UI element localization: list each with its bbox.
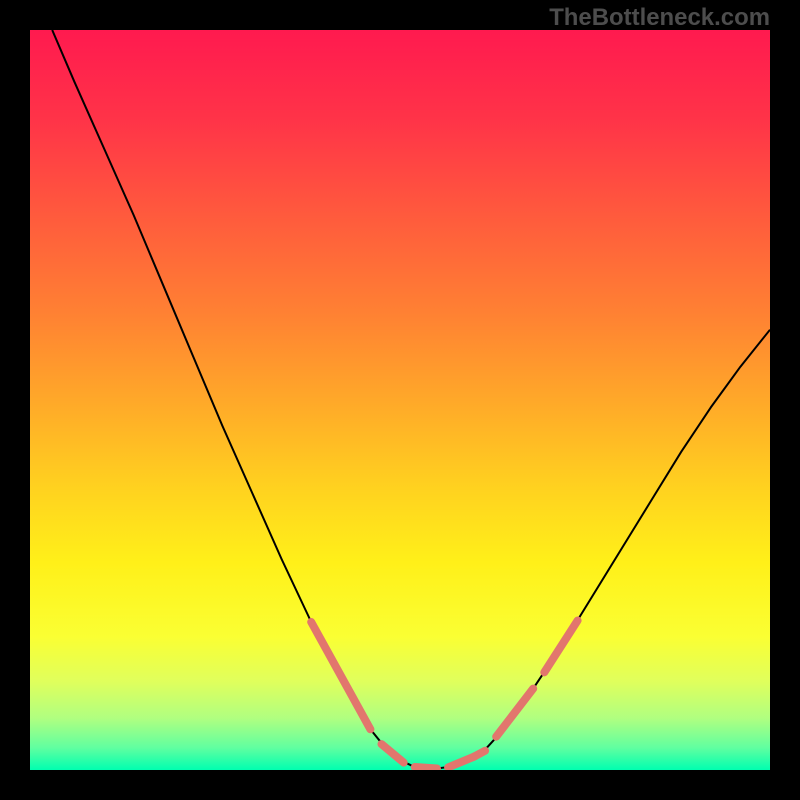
watermark-text: TheBottleneck.com <box>549 4 770 32</box>
highlight-segment <box>415 767 437 768</box>
highlight-segment <box>474 751 485 757</box>
chart-svg <box>30 30 770 770</box>
plot-area <box>30 30 770 770</box>
gradient-background <box>30 30 770 770</box>
